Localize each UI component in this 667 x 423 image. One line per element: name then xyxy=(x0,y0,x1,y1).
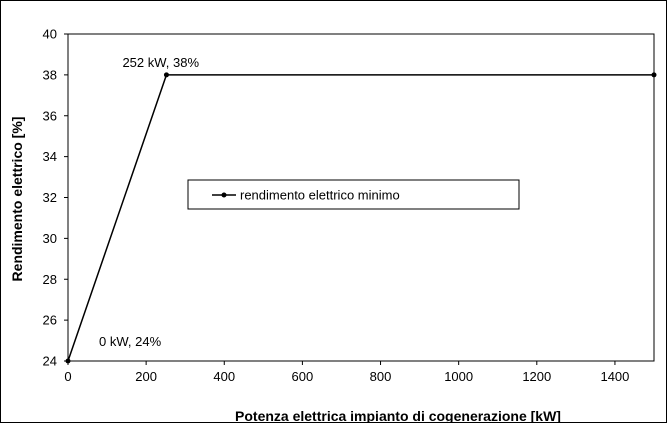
y-axis-title: Rendimento elettrico [%] xyxy=(9,117,25,282)
x-tick-label: 0 xyxy=(64,369,71,384)
y-tick-label: 28 xyxy=(43,272,57,287)
y-tick-label: 32 xyxy=(43,190,57,205)
y-tick-label: 34 xyxy=(43,149,57,164)
x-tick-label: 600 xyxy=(292,369,314,384)
y-tick-label: 26 xyxy=(43,313,57,328)
x-tick-label: 400 xyxy=(213,369,235,384)
x-tick-label: 1000 xyxy=(444,369,473,384)
series-layer xyxy=(65,72,657,364)
y-tick-label: 24 xyxy=(43,354,57,369)
legend-label: rendimento elettrico minimo xyxy=(240,188,400,203)
legend-box xyxy=(187,179,520,210)
data-point xyxy=(65,358,71,364)
data-label: 0 kW, 24% xyxy=(99,334,162,349)
x-axis-title: Potenza elettrica impianto di cogenerazi… xyxy=(235,408,561,423)
data-point xyxy=(651,72,657,78)
legend: rendimento elettrico minimo xyxy=(187,179,520,210)
y-tick-label: 38 xyxy=(43,67,57,82)
x-tick-label: 200 xyxy=(135,369,157,384)
x-tick-label: 800 xyxy=(370,369,392,384)
x-tick-label: 1200 xyxy=(522,369,551,384)
y-tick-label: 36 xyxy=(43,108,57,123)
data-point xyxy=(163,72,169,78)
y-tick-label: 40 xyxy=(43,27,57,42)
y-tick-label: 30 xyxy=(43,231,57,246)
legend-marker xyxy=(221,192,227,198)
data-label: 252 kW, 38% xyxy=(122,55,199,70)
x-tick-label: 1400 xyxy=(600,369,629,384)
annotations: 252 kW, 38% 0 kW, 24% xyxy=(99,55,199,349)
